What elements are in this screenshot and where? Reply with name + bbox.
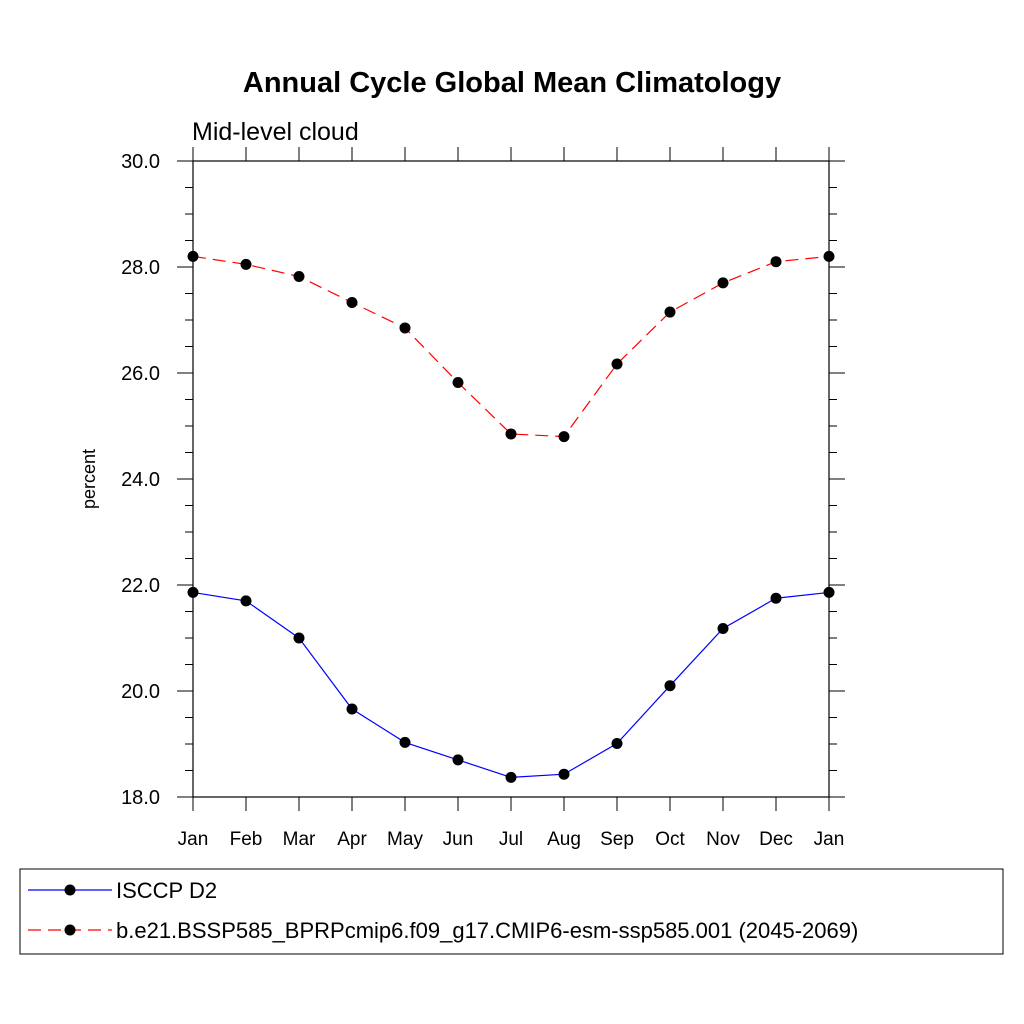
data-point (611, 358, 623, 370)
data-point (399, 736, 411, 748)
x-tick-label: Jan (814, 829, 845, 850)
x-tick-label: Dec (759, 829, 793, 850)
data-point (240, 258, 252, 270)
x-tick-label: Sep (600, 829, 634, 850)
data-point (293, 271, 305, 283)
legend-label: ISCCP D2 (116, 878, 217, 903)
chart-subtitle: Mid-level cloud (192, 118, 359, 146)
y-tick-label: 28.0 (121, 257, 160, 279)
data-point (452, 377, 464, 389)
x-tick-label: Nov (706, 829, 740, 850)
data-point (823, 250, 835, 262)
x-tick-label: May (387, 829, 423, 850)
x-tick-label: Jul (499, 829, 523, 850)
x-tick-label: Feb (230, 829, 263, 850)
legend-label: b.e21.BSSP585_BPRPcmip6.f09_g17.CMIP6-es… (116, 918, 858, 943)
data-point (187, 586, 199, 598)
data-point (664, 306, 676, 318)
data-point (611, 737, 623, 749)
data-point (346, 297, 358, 309)
x-tick-label: Oct (655, 829, 685, 850)
data-point (346, 703, 358, 715)
data-point (505, 428, 517, 440)
y-tick-label: 24.0 (121, 469, 160, 491)
data-point (664, 680, 676, 692)
x-tick-label: Aug (547, 829, 581, 850)
x-tick-label: Jun (443, 829, 474, 850)
chart-title: Annual Cycle Global Mean Climatology (243, 67, 781, 99)
series-layer (187, 250, 835, 783)
data-point (770, 256, 782, 268)
x-tick-label: Apr (337, 829, 367, 850)
x-tick-label: Jan (178, 829, 209, 850)
y-tick-label: 20.0 (121, 681, 160, 703)
data-point (717, 277, 729, 289)
x-tick-label: Mar (283, 829, 316, 850)
data-point (558, 431, 570, 443)
data-point (770, 592, 782, 604)
data-point (293, 632, 305, 644)
y-tick-label: 26.0 (121, 363, 160, 385)
y-tick-label: 18.0 (121, 787, 160, 809)
data-point (187, 250, 199, 262)
legend-box (19, 868, 1004, 955)
y-tick-label: 30.0 (121, 151, 160, 173)
axis-ticks (177, 147, 845, 811)
data-point (240, 595, 252, 607)
data-point (505, 771, 517, 783)
series-line (192, 591, 830, 778)
data-point (823, 586, 835, 598)
data-point (558, 768, 570, 780)
legend: ISCCP D2 b.e21.BSSP585_BPRPcmip6.f09_g17.… (28, 878, 858, 943)
data-point (452, 754, 464, 766)
data-point (399, 322, 411, 334)
x-tick-labels: Jan Feb Mar Apr May Jun Jul Aug Sep Oct Nov Dec Jan (178, 829, 845, 850)
y-axis-label: percent (79, 449, 99, 509)
legend-marker (64, 884, 76, 896)
legend-marker (64, 924, 76, 936)
y-tick-label: 22.0 (121, 575, 160, 597)
series-line (192, 255, 830, 438)
y-tick-labels: 18.0 20.0 22.0 24.0 26.0 28.0 30.0 (121, 151, 160, 809)
data-point (717, 622, 729, 634)
plot-frame (192, 160, 830, 798)
